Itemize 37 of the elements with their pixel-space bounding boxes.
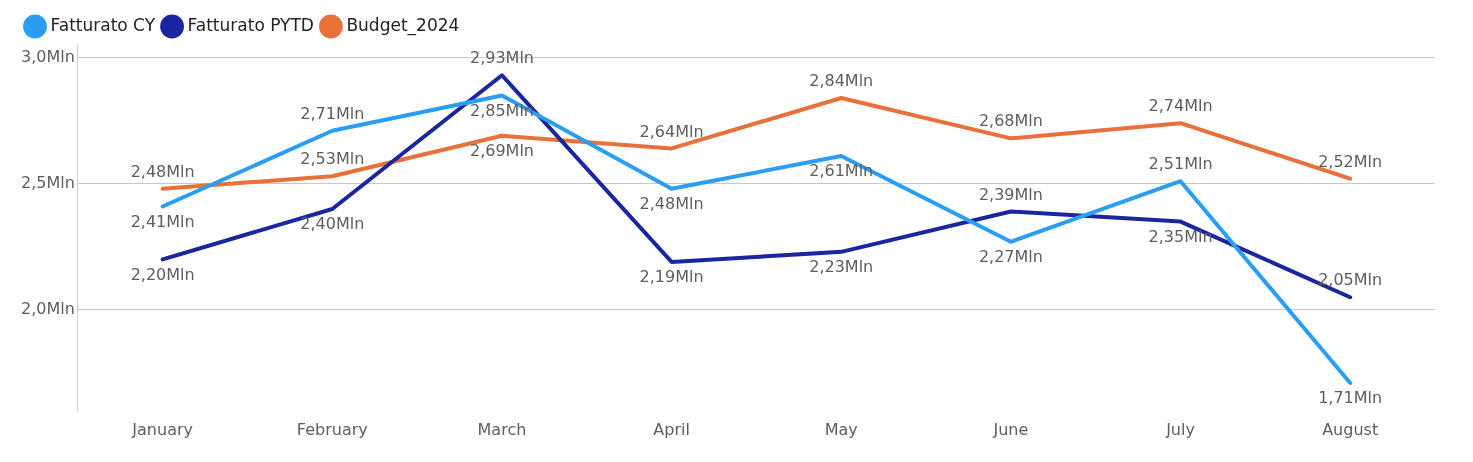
- data-label: 2,69Mln: [469, 140, 534, 160]
- x-tick-label: June: [992, 419, 1029, 439]
- data-label: 2,41Mln: [130, 211, 195, 231]
- data-label: 2,39Mln: [978, 184, 1043, 204]
- x-tick-label: February: [296, 419, 368, 439]
- data-label: 2,35Mln: [1148, 226, 1213, 246]
- data-label: 2,51Mln: [1148, 154, 1213, 174]
- x-tick-label: January: [131, 419, 193, 439]
- x-tick-label: August: [1322, 419, 1379, 439]
- y-tick-label: 2,0Mln: [20, 299, 75, 319]
- data-label: 2,64Mln: [639, 121, 704, 141]
- y-tick-label: 2,5Mln: [20, 172, 75, 192]
- data-label: 2,40Mln: [300, 214, 365, 234]
- data-label: 2,74Mln: [1148, 96, 1213, 116]
- x-tick-label: April: [653, 419, 690, 439]
- x-tick-label: May: [824, 419, 858, 439]
- legend-label: Fatturato CY: [50, 14, 156, 35]
- data-label: 2,48Mln: [639, 193, 704, 213]
- data-label: 2,19Mln: [639, 267, 704, 287]
- data-label: 2,27Mln: [978, 246, 1043, 266]
- data-label: 2,68Mln: [978, 111, 1043, 131]
- data-label: 2,53Mln: [300, 149, 365, 169]
- data-label: 2,20Mln: [130, 264, 195, 284]
- y-tick-label: 3,0Mln: [20, 46, 75, 66]
- data-label: 2,93Mln: [469, 48, 534, 68]
- legend-label: Fatturato PYTD: [187, 14, 314, 35]
- data-label: 2,61Mln: [809, 161, 874, 181]
- data-label: 2,48Mln: [130, 161, 195, 181]
- data-label: 2,05Mln: [1318, 270, 1383, 290]
- data-label: 2,23Mln: [809, 257, 874, 277]
- data-label: 1,71Mln: [1318, 388, 1383, 408]
- legend-label: Budget_2024: [346, 14, 460, 36]
- x-tick-label: March: [477, 419, 527, 439]
- data-label: 2,84Mln: [809, 71, 874, 91]
- data-label: 2,52Mln: [1318, 151, 1383, 171]
- x-tick-label: July: [1165, 419, 1195, 439]
- data-label: 2,71Mln: [300, 103, 365, 123]
